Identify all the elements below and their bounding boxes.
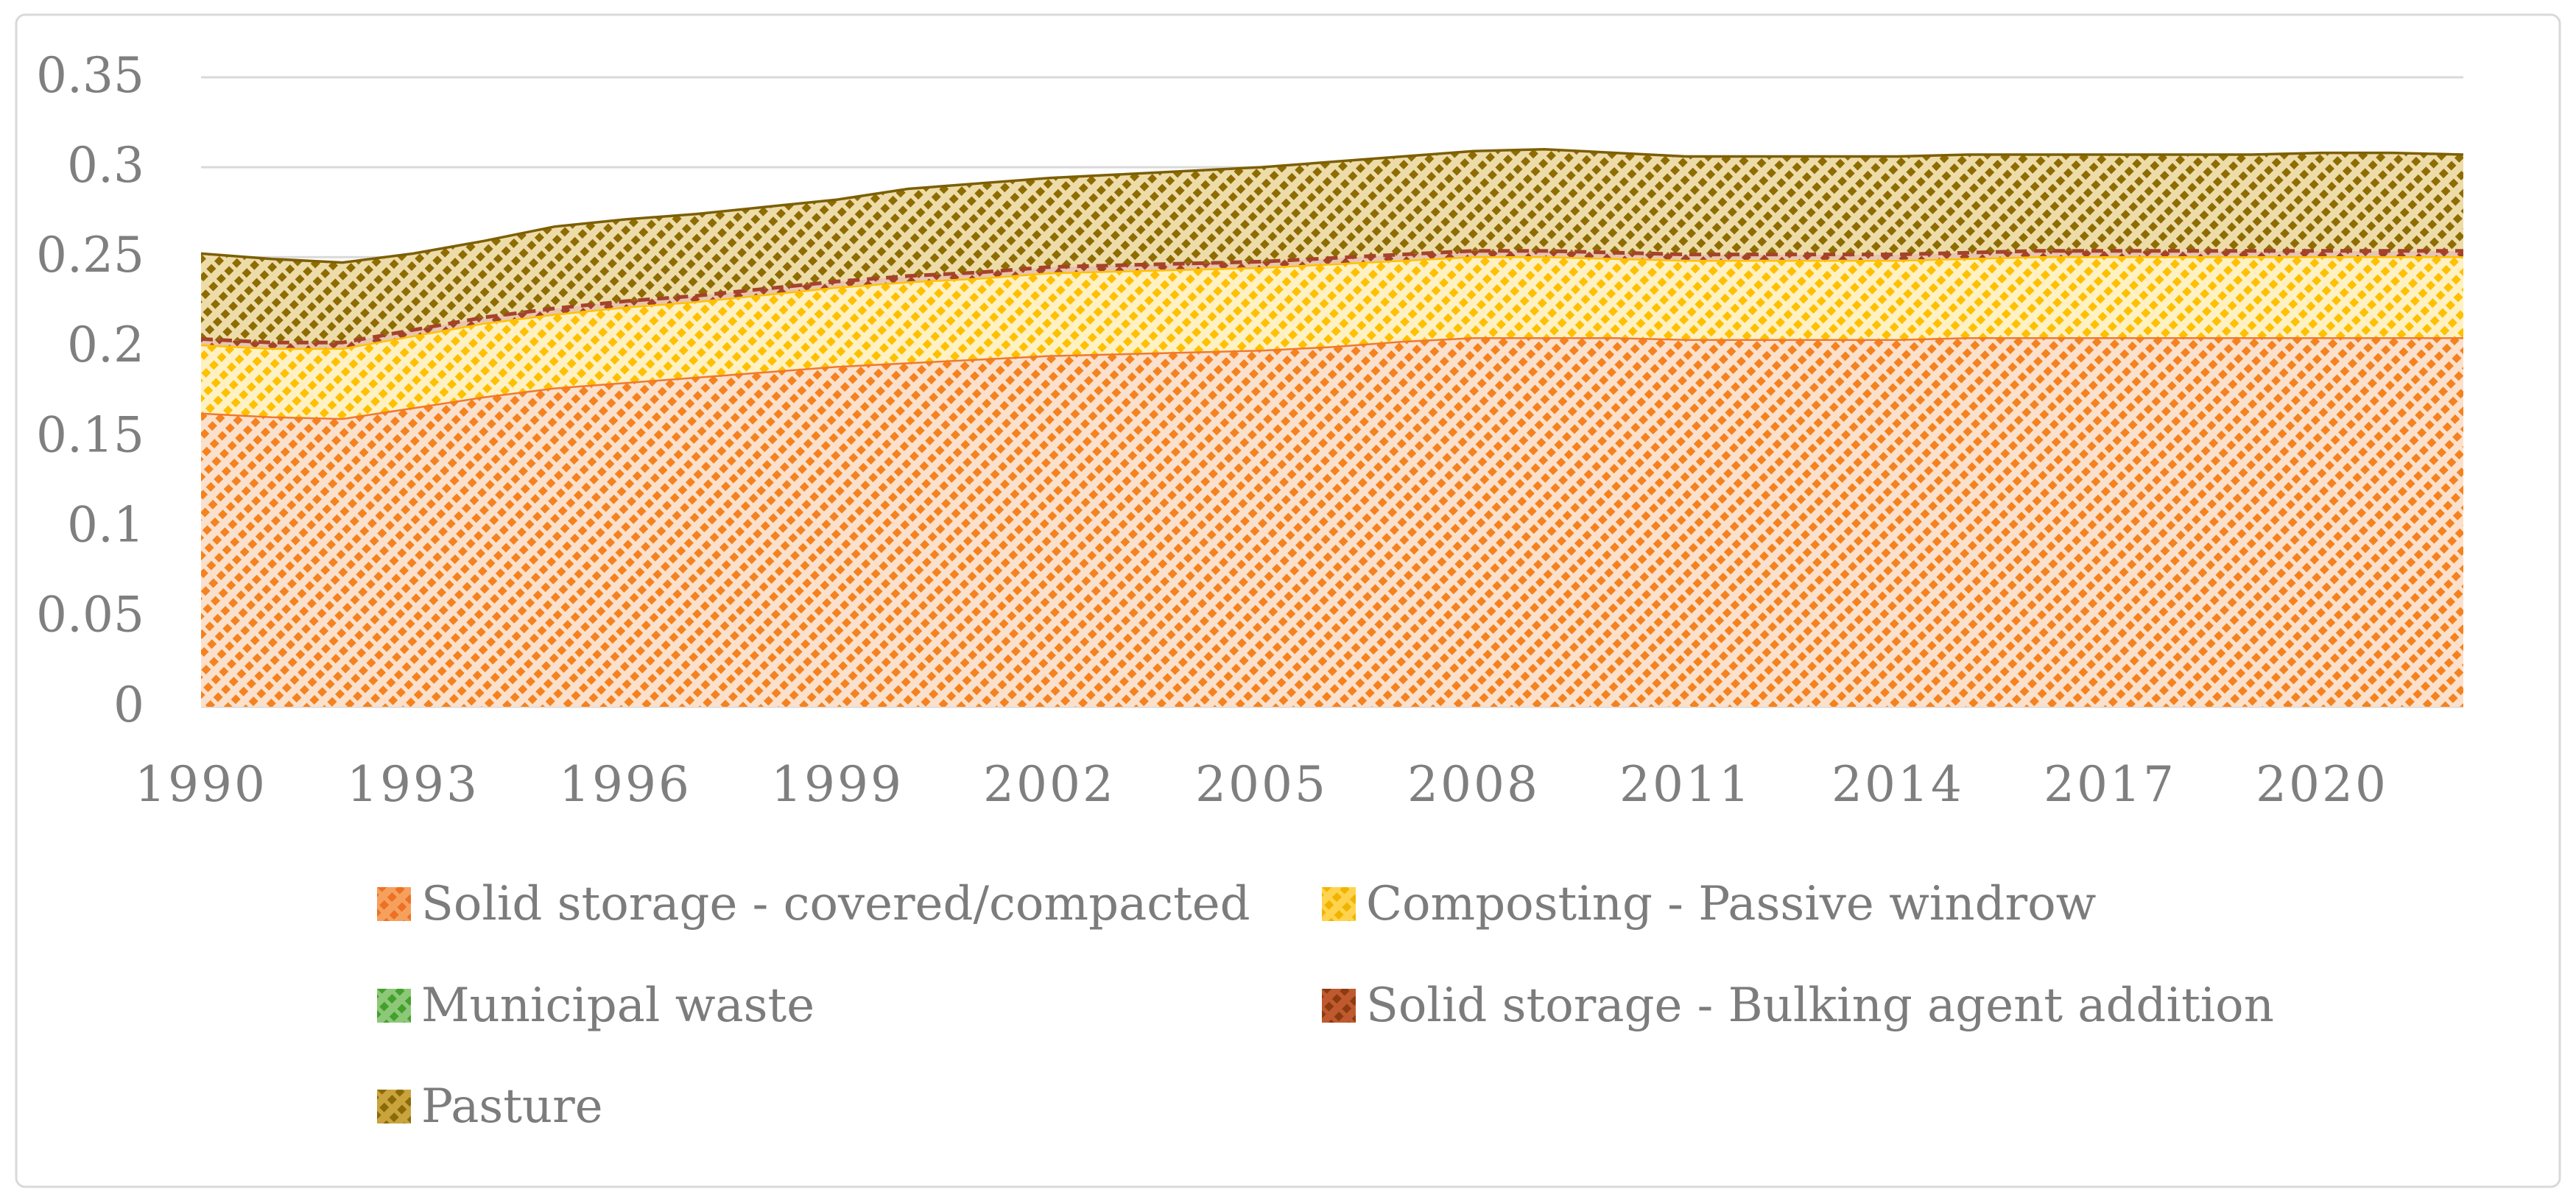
x-axis-label: 2020 — [2256, 756, 2388, 813]
x-axis-label: 2008 — [1407, 756, 1540, 813]
area-series-layer — [201, 149, 2463, 707]
x-axis-label: 1999 — [771, 756, 904, 813]
series-outlines — [200, 147, 2464, 420]
y-axis-label: 0.05 — [36, 587, 144, 643]
x-axis-label: 1990 — [135, 756, 267, 813]
x-axis-labels: 1990 1993 1996 1999 2002 2005 2008 2011 2014 2017… — [135, 756, 2388, 813]
y-axis-label: 0.3 — [67, 137, 144, 194]
series-top-edge-4 — [200, 147, 2464, 264]
series-top-edge-3 — [200, 249, 2463, 345]
y-axis-label: 0.25 — [36, 227, 144, 283]
y-axis-label: 0.35 — [36, 47, 144, 104]
x-axis-label: 2002 — [983, 756, 1116, 813]
x-axis-label: 1996 — [559, 756, 691, 813]
x-axis-label: 2014 — [1831, 756, 1964, 813]
area-series-3 — [201, 250, 2463, 348]
y-axis-label: 0.1 — [67, 496, 144, 553]
x-axis-label: 2005 — [1195, 756, 1328, 813]
series-top-edge-0 — [200, 336, 2463, 420]
x-axis-label: 2011 — [1619, 756, 1752, 813]
area-series-1 — [201, 257, 2463, 420]
x-axis-label: 2017 — [2044, 756, 2176, 813]
y-axis-label: 0 — [113, 677, 144, 733]
series-top-edge-1 — [200, 256, 2463, 350]
area-series-4 — [201, 149, 2463, 343]
y-axis-label: 0.15 — [36, 406, 144, 463]
y-axis-labels: 0 0.05 0.1 0.15 0.2 0.25 0.3 0.35 — [36, 47, 144, 733]
area-series-0 — [201, 338, 2463, 707]
x-axis-label: 1993 — [347, 756, 479, 813]
y-axis-label: 0.2 — [67, 317, 144, 373]
